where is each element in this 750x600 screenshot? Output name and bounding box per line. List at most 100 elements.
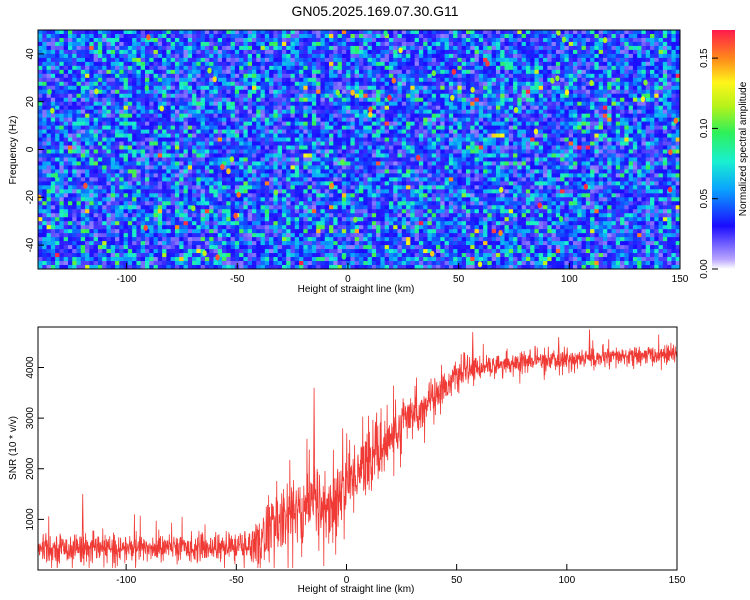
heatmap-cell [97,89,103,95]
heatmap-cell [106,185,112,190]
heatmap-cell [256,45,261,51]
heatmap-cell [388,133,394,138]
heatmap-cell [299,117,304,122]
heatmap-cell [384,69,390,75]
heatmap-cell [252,257,257,262]
heatmap-cell [123,85,129,91]
heatmap-cell [388,221,394,226]
heatmap-cell [145,181,150,186]
heatmap-cell [89,169,94,174]
heatmap-cell [243,197,249,202]
heatmap-cell [50,249,56,254]
heatmap-cell [97,249,103,254]
heatmap-cell [115,73,120,79]
heatmap-cell [166,217,171,222]
heatmap-cell [247,249,253,254]
heatmap-cell [80,261,86,266]
heatmap-cell [123,245,129,250]
heatmap-cell [384,213,390,218]
heatmap-cell [110,30,116,35]
heatmap-cell [55,137,60,142]
heatmap-cell [55,37,60,43]
heatmap-cell [294,237,300,242]
heatmap-cell [384,257,390,262]
heatmap-cell [127,97,133,102]
heatmap-cell [367,133,373,138]
heatmap-cell [388,117,394,122]
heatmap-cell [85,193,90,198]
heatmap-cell [388,249,394,254]
heatmap-cell [329,125,334,130]
heatmap-cell [67,157,73,162]
heatmap-cell [294,153,300,158]
heatmap-cell [115,157,120,162]
heatmap-cell [106,225,112,230]
heatmap-cell [363,217,368,222]
heatmap-cell [311,253,317,258]
heatmap-cell [316,189,321,194]
heatmap-cell [204,149,210,154]
heatmap-cell [123,169,129,174]
heatmap-cell [170,265,176,269]
heatmap-cell [93,73,99,79]
heatmap-cell [102,73,107,79]
heatmap-cell [132,73,137,79]
heatmap-cell [63,201,69,206]
heatmap-cell [294,37,300,43]
heatmap-cell [50,145,56,150]
heatmap-cell [329,221,334,226]
heatmap-cell [145,125,150,130]
heatmap-cell [350,117,356,122]
heatmap-cell [102,133,107,138]
heatmap-cell [93,53,99,59]
heatmap-cell [209,125,214,130]
heatmap-cell [46,229,52,234]
heatmap-cell [192,169,197,174]
heatmap-cell [311,65,317,71]
heatmap-cell [380,121,385,126]
heatmap-cell [196,173,201,178]
heatmap-cell [192,185,197,190]
heatmap-cell [376,225,381,230]
heatmap-cell [256,165,261,170]
heatmap-cell [166,30,171,35]
heatmap-cell [260,189,266,194]
heatmap-cell [38,141,43,146]
heatmap-cell [329,85,334,91]
heatmap-cell [273,261,278,266]
heatmap-cell [243,153,249,158]
heatmap-cell [149,109,154,114]
heatmap-cell [38,33,43,39]
heatmap-cell [277,165,283,170]
heatmap-cell [42,165,47,170]
heatmap-cell [149,233,154,238]
heatmap-cell [367,137,373,142]
heatmap-cell [59,77,64,83]
heatmap-cell [324,161,330,166]
heatmap-cell [230,133,236,138]
heatmap-cell [59,157,64,162]
heatmap-cell [119,85,124,91]
heatmap-cell [320,185,326,190]
heatmap-cell [294,77,300,83]
heatmap-cell [209,49,214,55]
heatmap-cell [55,257,60,262]
heatmap-cell [42,181,47,186]
heatmap-cell [145,249,150,254]
heatmap-cell [320,217,326,222]
heatmap-cell [299,145,304,150]
heatmap-cell [273,161,278,166]
heatmap-cell [376,69,381,75]
heatmap-cell [367,53,373,59]
heatmap-cell [350,149,356,154]
heatmap-cell [260,97,266,102]
heatmap-cell [97,193,103,198]
heatmap-cell [346,97,351,102]
heatmap-cell [213,157,219,162]
heatmap-cell [363,213,368,218]
heatmap-cell [166,261,171,266]
heatmap-cell [80,237,86,242]
heatmap-cell [200,197,206,202]
heatmap-cell [162,189,167,194]
heatmap-cell [213,93,219,99]
